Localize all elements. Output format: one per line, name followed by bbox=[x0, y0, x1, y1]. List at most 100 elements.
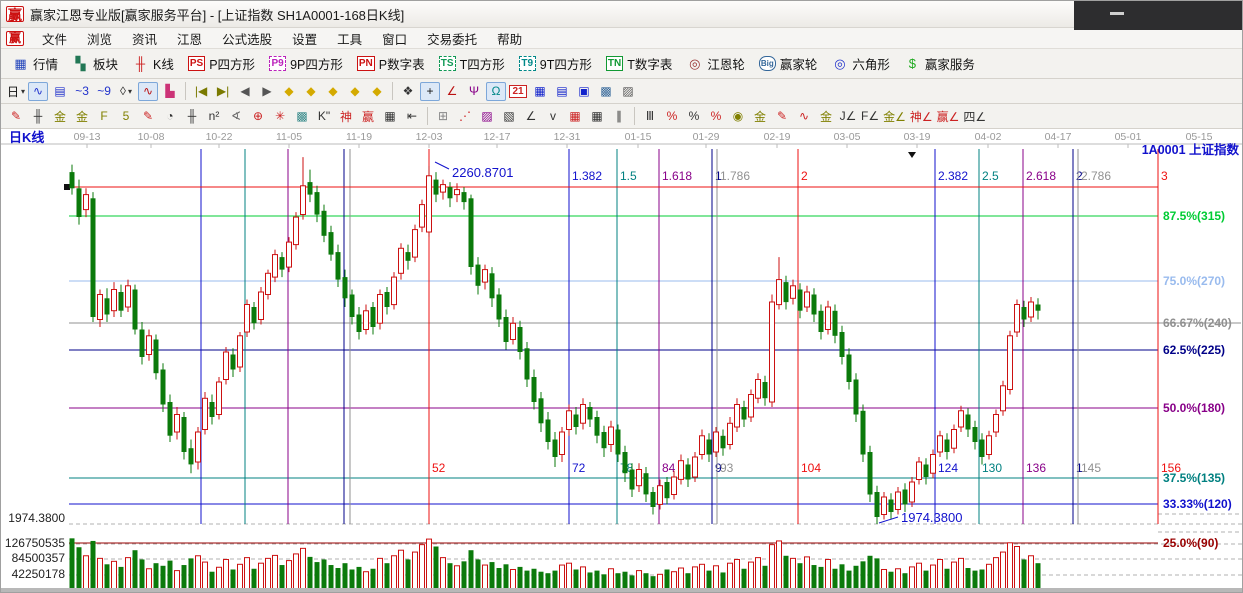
notes-panel-button[interactable]: ▤ bbox=[50, 82, 70, 101]
fan-grid-tool[interactable]: ▧ bbox=[499, 107, 519, 126]
fan-lines-tool[interactable]: ⋰ bbox=[455, 107, 475, 126]
drawing-anchor-handle[interactable] bbox=[64, 184, 70, 190]
gann-draw-tool[interactable]: Ψ bbox=[464, 82, 484, 101]
period-day-dropdown[interactable]: 日 ▾ bbox=[6, 82, 26, 101]
diamond-right-button[interactable]: ◆ bbox=[301, 82, 321, 101]
print-button[interactable]: ▨ bbox=[618, 82, 638, 101]
wave-3-button[interactable]: ~3 bbox=[72, 82, 92, 101]
9t-square-button[interactable]: T9 9T四方形 bbox=[512, 51, 599, 76]
chan-scribble-tool[interactable]: ∿ bbox=[28, 81, 49, 101]
period-day-dropdown-icon: 日 bbox=[7, 84, 20, 99]
diamond-compress-button[interactable]: ◆ bbox=[345, 82, 365, 101]
span-arrows-tool[interactable]: ⇤ bbox=[402, 107, 422, 126]
shen-angle-tool[interactable]: 神∠ bbox=[909, 107, 934, 126]
shen-tool[interactable]: 神 bbox=[336, 107, 356, 126]
percent-line-tool[interactable]: % bbox=[662, 107, 682, 126]
menu-item-4[interactable]: 江恩 bbox=[177, 32, 203, 47]
comb-grid-tool[interactable]: ╫ bbox=[182, 107, 202, 126]
step-back-button[interactable]: ◀ bbox=[235, 82, 255, 101]
box-ruler-tool[interactable]: ⊞ bbox=[433, 107, 453, 126]
hexagon-button[interactable]: ◎ 六角形 bbox=[824, 51, 897, 76]
report-button[interactable]: ▤ bbox=[552, 82, 572, 101]
time-grid-tool[interactable]: ╫ bbox=[28, 107, 48, 126]
menu-item-1[interactable]: 文件 bbox=[42, 32, 68, 47]
winner-wheel-button[interactable]: Big 赢家轮 bbox=[752, 51, 825, 76]
spiral-tool[interactable]: 5 bbox=[116, 107, 136, 126]
n-squared-tool[interactable]: n² bbox=[204, 107, 224, 126]
p-table-button[interactable]: PN P数字表 bbox=[350, 51, 432, 76]
k-mark-tool[interactable]: K" bbox=[314, 107, 334, 126]
crosshair-tool[interactable]: + bbox=[420, 81, 441, 101]
menu-item-9[interactable]: 交易委托 bbox=[427, 32, 478, 47]
diamond-fit-button[interactable]: ◆ bbox=[367, 82, 387, 101]
9p-square-button[interactable]: P9 9P四方形 bbox=[262, 51, 350, 76]
diamond-left-button[interactable]: ◆ bbox=[279, 82, 299, 101]
gann-wheel-button[interactable]: ◎ 江恩轮 bbox=[679, 51, 752, 76]
percent-tool[interactable]: % bbox=[684, 107, 704, 126]
volume-bar bbox=[881, 568, 887, 592]
gold-grid-tool-2[interactable]: 金 bbox=[72, 107, 92, 126]
calendar-21-button[interactable]: 21 bbox=[508, 82, 528, 101]
menu-item-10[interactable]: 帮助 bbox=[497, 32, 523, 47]
angle-lines-tool[interactable]: ∠ bbox=[521, 107, 541, 126]
f-grid-tool[interactable]: F bbox=[94, 107, 114, 126]
go-first-button[interactable]: |◀ bbox=[191, 82, 211, 101]
pen-tool[interactable]: ✎ bbox=[6, 107, 26, 126]
flag-pen-tool[interactable]: ✎ bbox=[772, 107, 792, 126]
p-square-button[interactable]: PS P四方形 bbox=[181, 51, 262, 76]
angle-ruler-tool[interactable]: ∢ bbox=[226, 107, 246, 126]
scale-list-tool[interactable]: Ⅲ bbox=[640, 107, 660, 126]
smart-analysis-tool[interactable]: Ω bbox=[486, 81, 507, 101]
export-button[interactable]: ▩ bbox=[596, 82, 616, 101]
arrow-grid-tool[interactable]: ▦ bbox=[587, 107, 607, 126]
arc-cycle-tool[interactable]: ◔ bbox=[160, 107, 180, 126]
j-angle-tool[interactable]: J∠ bbox=[838, 107, 858, 126]
menu-item-2[interactable]: 浏览 bbox=[87, 32, 113, 47]
menu-item-7[interactable]: 工具 bbox=[337, 32, 363, 47]
gold-angle-tool[interactable]: 金 bbox=[816, 107, 836, 126]
wave-9-button[interactable]: ~9 bbox=[94, 82, 114, 101]
service-button[interactable]: $ 赢家服务 bbox=[897, 51, 982, 76]
chart-area[interactable]: 87.5%(315) 75.0%(270) 66.67%(240) 62.5%(225… bbox=[1, 129, 1242, 592]
grid-square-tool[interactable]: ▩ bbox=[292, 107, 312, 126]
calculator-button[interactable]: ▦ bbox=[530, 82, 550, 101]
angle-draw-tool[interactable]: ∠ bbox=[442, 82, 462, 101]
si-angle-tool[interactable]: 四∠ bbox=[962, 107, 987, 126]
ying-tool[interactable]: 赢 bbox=[358, 107, 378, 126]
volume-bar bbox=[405, 559, 411, 591]
f-angle-tool[interactable]: F∠ bbox=[860, 107, 880, 126]
menu-item-6[interactable]: 设置 bbox=[292, 32, 318, 47]
big-wheel-icon: Big bbox=[758, 56, 776, 71]
menu-item-5[interactable]: 公式选股 bbox=[222, 32, 273, 47]
save-button[interactable]: ▣ bbox=[574, 82, 594, 101]
starburst-tool[interactable]: ✳ bbox=[270, 107, 290, 126]
target-circle-tool[interactable]: ⊕ bbox=[248, 107, 268, 126]
menu-item-8[interactable]: 窗口 bbox=[382, 32, 408, 47]
menu-item-3[interactable]: 资讯 bbox=[132, 32, 158, 47]
red-grid-tool[interactable]: ▦ bbox=[565, 107, 585, 126]
ying-angle-tool[interactable]: 赢∠ bbox=[936, 107, 961, 126]
quotes-button[interactable]: ▦ 行情 bbox=[5, 51, 65, 76]
kline-button[interactable]: ╫ K线 bbox=[125, 51, 181, 76]
red-scribble-tool[interactable]: ∿ bbox=[138, 81, 159, 101]
gold-line-tool[interactable]: 金 bbox=[750, 107, 770, 126]
gold-circle-tool[interactable]: ◉ bbox=[728, 107, 748, 126]
candle-style-dropdown[interactable]: ◊ ▾ bbox=[116, 82, 136, 101]
calendar-grid-tool[interactable]: ▦ bbox=[380, 107, 400, 126]
marker-pen-tool[interactable]: ✎ bbox=[138, 107, 158, 126]
sectors-button[interactable]: ▚ 板块 bbox=[65, 51, 125, 76]
t-table-button[interactable]: TN T数字表 bbox=[599, 51, 679, 76]
t-square-button[interactable]: TS T四方形 bbox=[432, 51, 512, 76]
gold-angle-tool-2[interactable]: 金∠ bbox=[882, 107, 907, 126]
step-forward-button[interactable]: ▶ bbox=[257, 82, 277, 101]
volume-profile-button[interactable]: ▙ bbox=[160, 82, 180, 101]
percent-mark-tool[interactable]: % bbox=[706, 107, 726, 126]
fan-square-tool[interactable]: ▨ bbox=[477, 107, 497, 126]
gold-grid-tool-1[interactable]: 金 bbox=[50, 107, 70, 126]
parallel-lines-tool[interactable]: ∥ bbox=[609, 107, 629, 126]
diamond-expand-button[interactable]: ◆ bbox=[323, 82, 343, 101]
hand-tool[interactable]: ❖ bbox=[398, 82, 418, 101]
valley-tool[interactable]: v bbox=[543, 107, 563, 126]
wave-line-tool[interactable]: ∿ bbox=[794, 107, 814, 126]
go-last-button[interactable]: ▶| bbox=[213, 82, 233, 101]
